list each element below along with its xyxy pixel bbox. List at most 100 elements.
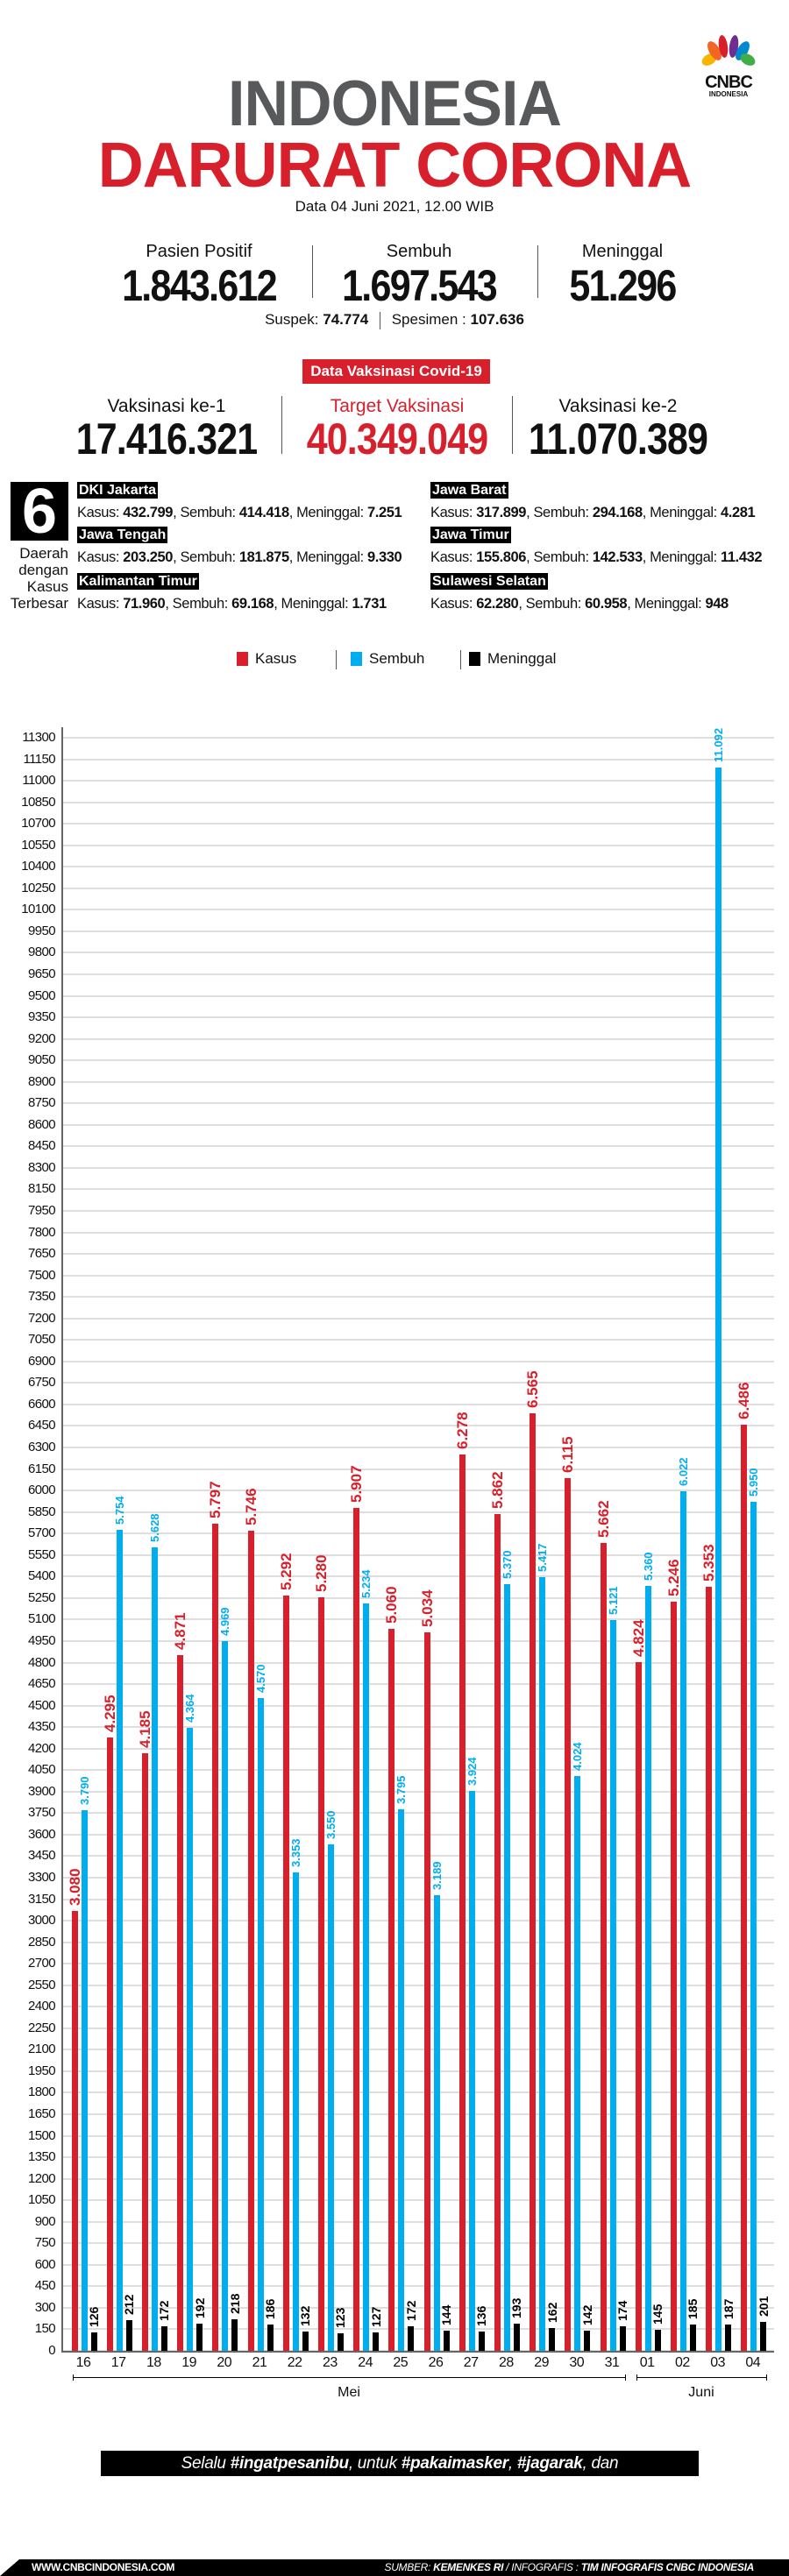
kasus-label: Kasus: [77,505,120,520]
y-tick-label: 6000 [28,1483,56,1498]
y-tick-label: 10850 [21,794,55,810]
y-tick-label: 7950 [28,1203,56,1219]
bar-kasus [706,1586,713,2351]
bar-sembuh [468,1790,475,2351]
x-tick-label: 31 [604,2355,620,2370]
gridline [63,1296,774,1299]
gridline [63,1596,774,1599]
y-tick-label: 7800 [28,1224,56,1240]
gridline [63,844,774,846]
region-item: Jawa Timur Kasus: 155.806, Sembuh: 142.5… [430,527,763,566]
value-label-sembuh: 3.189 [430,1861,444,1891]
legend-swatch [351,652,362,666]
value-label-sembuh: 4.364 [183,1694,197,1723]
meninggal-label: , Meninggal: [288,549,364,565]
bar-meninggal [760,2322,767,2351]
sembuh-value: 142.533 [592,549,643,565]
region-stats: Kasus: 203.250, Sembuh: 181.875, Meningg… [77,549,402,566]
gridline [63,1339,774,1341]
y-tick-label: 2550 [28,1977,56,1992]
value-label-meninggal: 172 [403,2300,418,2321]
source-value: KEMENKES RI [433,2561,504,2573]
gridline [63,2049,774,2051]
bracket-end [625,2374,626,2381]
value-label-meninggal: 145 [650,2304,665,2325]
y-tick-label: 5850 [28,1504,56,1519]
y-tick-label: 9350 [28,1009,56,1025]
vaksin-value: 40.349.049 [306,414,488,464]
bar-meninggal [267,2324,274,2351]
gridline [63,2220,774,2223]
y-tick-label: 4350 [28,1719,56,1735]
y-tick-label: 6450 [28,1418,56,1433]
region-stats: Kasus: 432.799, Sembuh: 414.418, Meningg… [77,505,402,521]
kasus-value: 155.806 [476,549,527,565]
divider [336,650,337,669]
y-tick-label: 6300 [28,1440,56,1455]
y-tick-label: 8150 [28,1181,56,1197]
gridline [63,1403,774,1405]
bar-sembuh [363,1603,370,2351]
y-tick-label: 8750 [28,1095,56,1111]
y-tick-label: 5100 [28,1611,56,1627]
region-name: Jawa Timur [430,527,511,543]
bar-sembuh [327,1844,334,2351]
value-label-kasus: 5.797 [207,1481,224,1518]
month-bracket [73,2377,625,2378]
y-tick-label: 1650 [28,2105,56,2121]
gridline [63,2285,774,2288]
value-label-sembuh: 4.570 [253,1664,267,1694]
vaksin-label: Target Vaksinasi [330,396,465,416]
meninggal-value: 11.432 [721,549,763,565]
y-tick-label: 0 [48,2343,55,2358]
x-tick-label: 22 [287,2355,302,2370]
sembuh-value: 294.168 [592,505,643,520]
x-tick-label: 21 [252,2355,267,2370]
y-tick-label: 4650 [28,1676,56,1692]
stat-meninggal: Meninggal 51.296 [513,242,732,311]
y-tick-label: 10400 [21,859,55,874]
vaksin-2: Vaksinasi ke-2 11.070.389 [500,396,736,464]
y-tick-label: 2400 [28,1999,56,2014]
meninggal-value: 7.251 [367,505,402,520]
vaksin-1: Vaksinasi ke-1 17.416.321 [48,396,285,464]
sembuh-label: , Sembuh: [173,505,236,520]
footer-website[interactable]: WWW.CNBCINDONESIA.COM [32,2561,175,2573]
sembuh-label: , Sembuh: [173,549,236,565]
stat-value: 51.296 [569,261,677,310]
kasus-label: Kasus: [430,596,473,612]
y-tick-label: 8450 [28,1138,56,1154]
month-label: Mei [338,2385,360,2400]
x-tick-label: 01 [639,2355,655,2370]
y-tick-label: 1800 [28,2084,56,2100]
value-label-meninggal: 136 [474,2305,489,2326]
x-tick-label: 25 [393,2355,409,2370]
gridline [63,1253,774,1256]
bar-sembuh [750,1501,757,2351]
month-label: Juni [688,2385,714,2400]
value-label-meninggal: 132 [298,2306,313,2327]
bar-meninggal [443,2330,450,2351]
value-label-meninggal: 201 [756,2296,771,2318]
y-tick-label: 10700 [21,816,55,832]
y-tick-label: 9050 [28,1052,56,1068]
gridline [63,1984,774,1986]
y-tick-label: 6900 [28,1353,56,1369]
value-label-sembuh: 5.234 [359,1569,373,1599]
kasus-value: 203.250 [123,549,174,565]
value-label-sembuh: 3.353 [288,1838,302,1867]
y-tick-label: 2250 [28,2020,56,2035]
y-tick-label: 8600 [28,1116,56,1132]
slogan-text: , dan [582,2454,619,2473]
gridline [63,973,774,975]
region-name: Sulawesi Selatan [430,573,548,590]
y-tick-label: 9500 [28,987,56,1003]
x-tick-label: 28 [498,2355,514,2370]
bar-kasus [141,1753,148,2351]
y-tick-label: 8900 [28,1073,56,1089]
y-tick-label: 9800 [28,945,56,960]
x-tick-label: 02 [674,2355,690,2370]
bar-kasus [177,1655,184,2351]
bar-kasus [494,1513,501,2351]
y-tick-label: 1350 [28,2149,56,2165]
